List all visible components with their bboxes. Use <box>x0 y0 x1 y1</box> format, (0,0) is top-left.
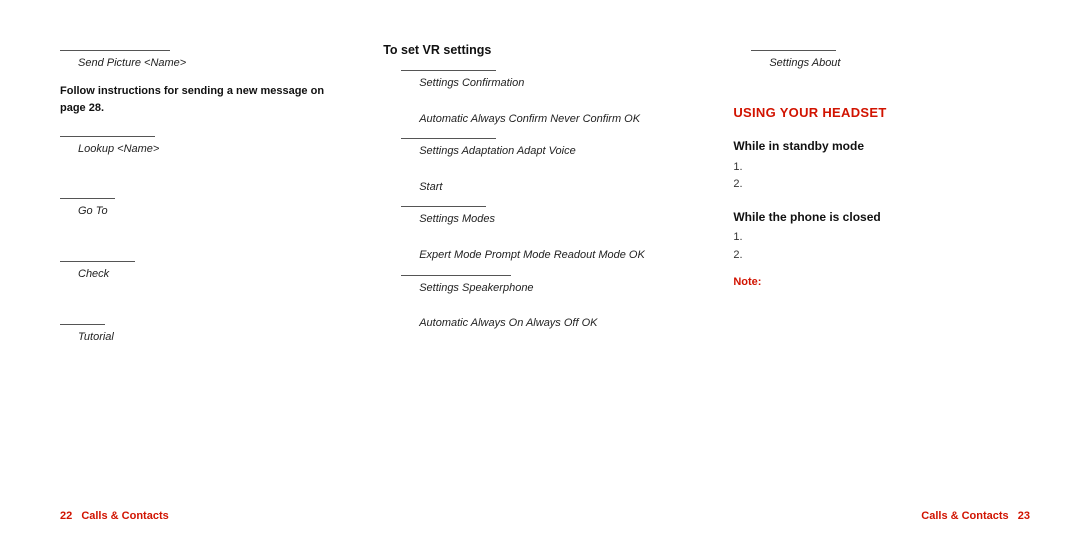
option-line: Expert Mode Prompt Mode Readout Mode OK <box>383 247 693 265</box>
footer-left: 22 Calls & Contacts <box>60 510 169 522</box>
rule-divider <box>60 261 135 262</box>
footer-label-left: Calls & Contacts <box>81 510 168 522</box>
menu-path: Settings Confirmation <box>383 75 693 93</box>
command-text: Lookup <Name> <box>60 141 343 159</box>
option-line: Automatic Always Confirm Never Confirm O… <box>383 111 693 129</box>
menu-path: Settings Modes <box>383 211 693 229</box>
columns-container: Send Picture <Name> Follow instructions … <box>60 40 1030 500</box>
column-left: Send Picture <Name> Follow instructions … <box>60 40 343 500</box>
instruction-text: Follow instructions for sending a new me… <box>60 83 343 118</box>
page-footer: 22 Calls & Contacts Calls & Contacts 23 <box>60 510 1030 522</box>
rule-divider <box>60 324 105 325</box>
option-line: Start <box>383 179 693 197</box>
rule-divider <box>751 50 836 51</box>
rule-divider <box>401 206 486 207</box>
list-number: 2. <box>733 176 1030 194</box>
rule-divider <box>60 136 155 137</box>
sub-heading: While in standby mode <box>733 137 1030 156</box>
sub-heading: While the phone is closed <box>733 208 1030 227</box>
command-text: Tutorial <box>60 329 343 347</box>
note-label: Note: <box>733 274 1030 292</box>
page-number-right: 23 <box>1018 510 1030 522</box>
menu-path: Settings Speakerphone <box>383 280 693 298</box>
manual-page-spread: Send Picture <Name> Follow instructions … <box>0 0 1080 540</box>
list-number: 1. <box>733 229 1030 247</box>
column-middle: To set VR settings Settings Confirmation… <box>383 40 693 500</box>
command-text: Check <box>60 266 343 284</box>
section-heading-red: USING YOUR HEADSET <box>733 103 1030 124</box>
menu-path: Settings Adaptation Adapt Voice <box>383 143 693 161</box>
column-right: Settings About USING YOUR HEADSET While … <box>733 40 1030 500</box>
command-text: Go To <box>60 203 343 221</box>
menu-path: Settings About <box>733 55 1030 73</box>
rule-divider <box>60 50 170 51</box>
rule-divider <box>401 275 511 276</box>
list-number: 2. <box>733 247 1030 265</box>
list-number: 1. <box>733 159 1030 177</box>
command-text: Send Picture <Name> <box>60 55 343 73</box>
option-line: Automatic Always On Always Off OK <box>383 315 693 333</box>
rule-divider <box>60 198 115 199</box>
page-number-left: 22 <box>60 510 72 522</box>
footer-right: Calls & Contacts 23 <box>921 510 1030 522</box>
footer-label-right: Calls & Contacts <box>921 510 1008 522</box>
section-heading: To set VR settings <box>383 40 693 60</box>
rule-divider <box>401 138 496 139</box>
rule-divider <box>401 70 496 71</box>
